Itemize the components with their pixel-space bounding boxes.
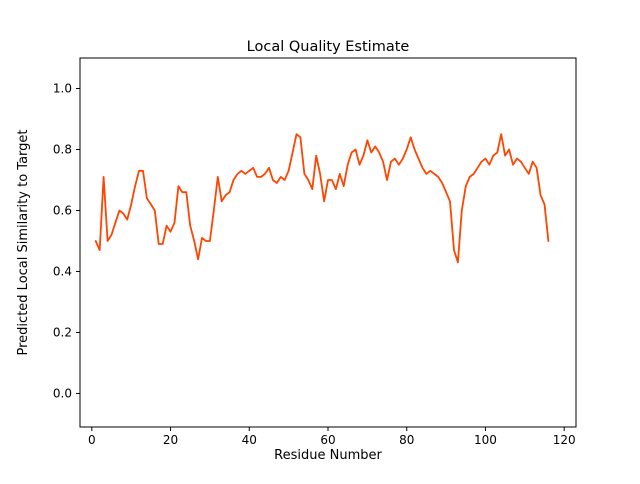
x-tick-label: 100 [474,433,497,447]
x-axis-ticks: 0 20 40 60 80 100 120 [88,427,576,447]
y-tick-label: 0.6 [53,203,72,217]
x-tick-label: 40 [242,433,257,447]
y-tick-label: 0.8 [53,142,72,156]
chart-title: Local Quality Estimate [247,39,410,55]
y-tick-label: 1.0 [53,81,72,95]
x-tick-label: 0 [88,433,96,447]
x-tick-label: 60 [320,433,335,447]
y-tick-label: 0.2 [53,325,72,339]
x-tick-label: 120 [553,433,576,447]
quality-line [94,133,550,264]
x-tick-label: 80 [399,433,414,447]
plot-border [79,57,577,428]
x-tick-label: 20 [163,433,178,447]
y-tick-label: 0.4 [53,264,72,278]
y-axis-ticks: 0.0 0.2 0.4 0.6 0.8 1.0 [53,81,80,400]
y-axis-label: Predicted Local Similarity to Target [16,130,31,356]
data-series [94,133,550,264]
x-axis-label: Residue Number [274,448,382,463]
y-tick-label: 0.0 [53,386,72,400]
